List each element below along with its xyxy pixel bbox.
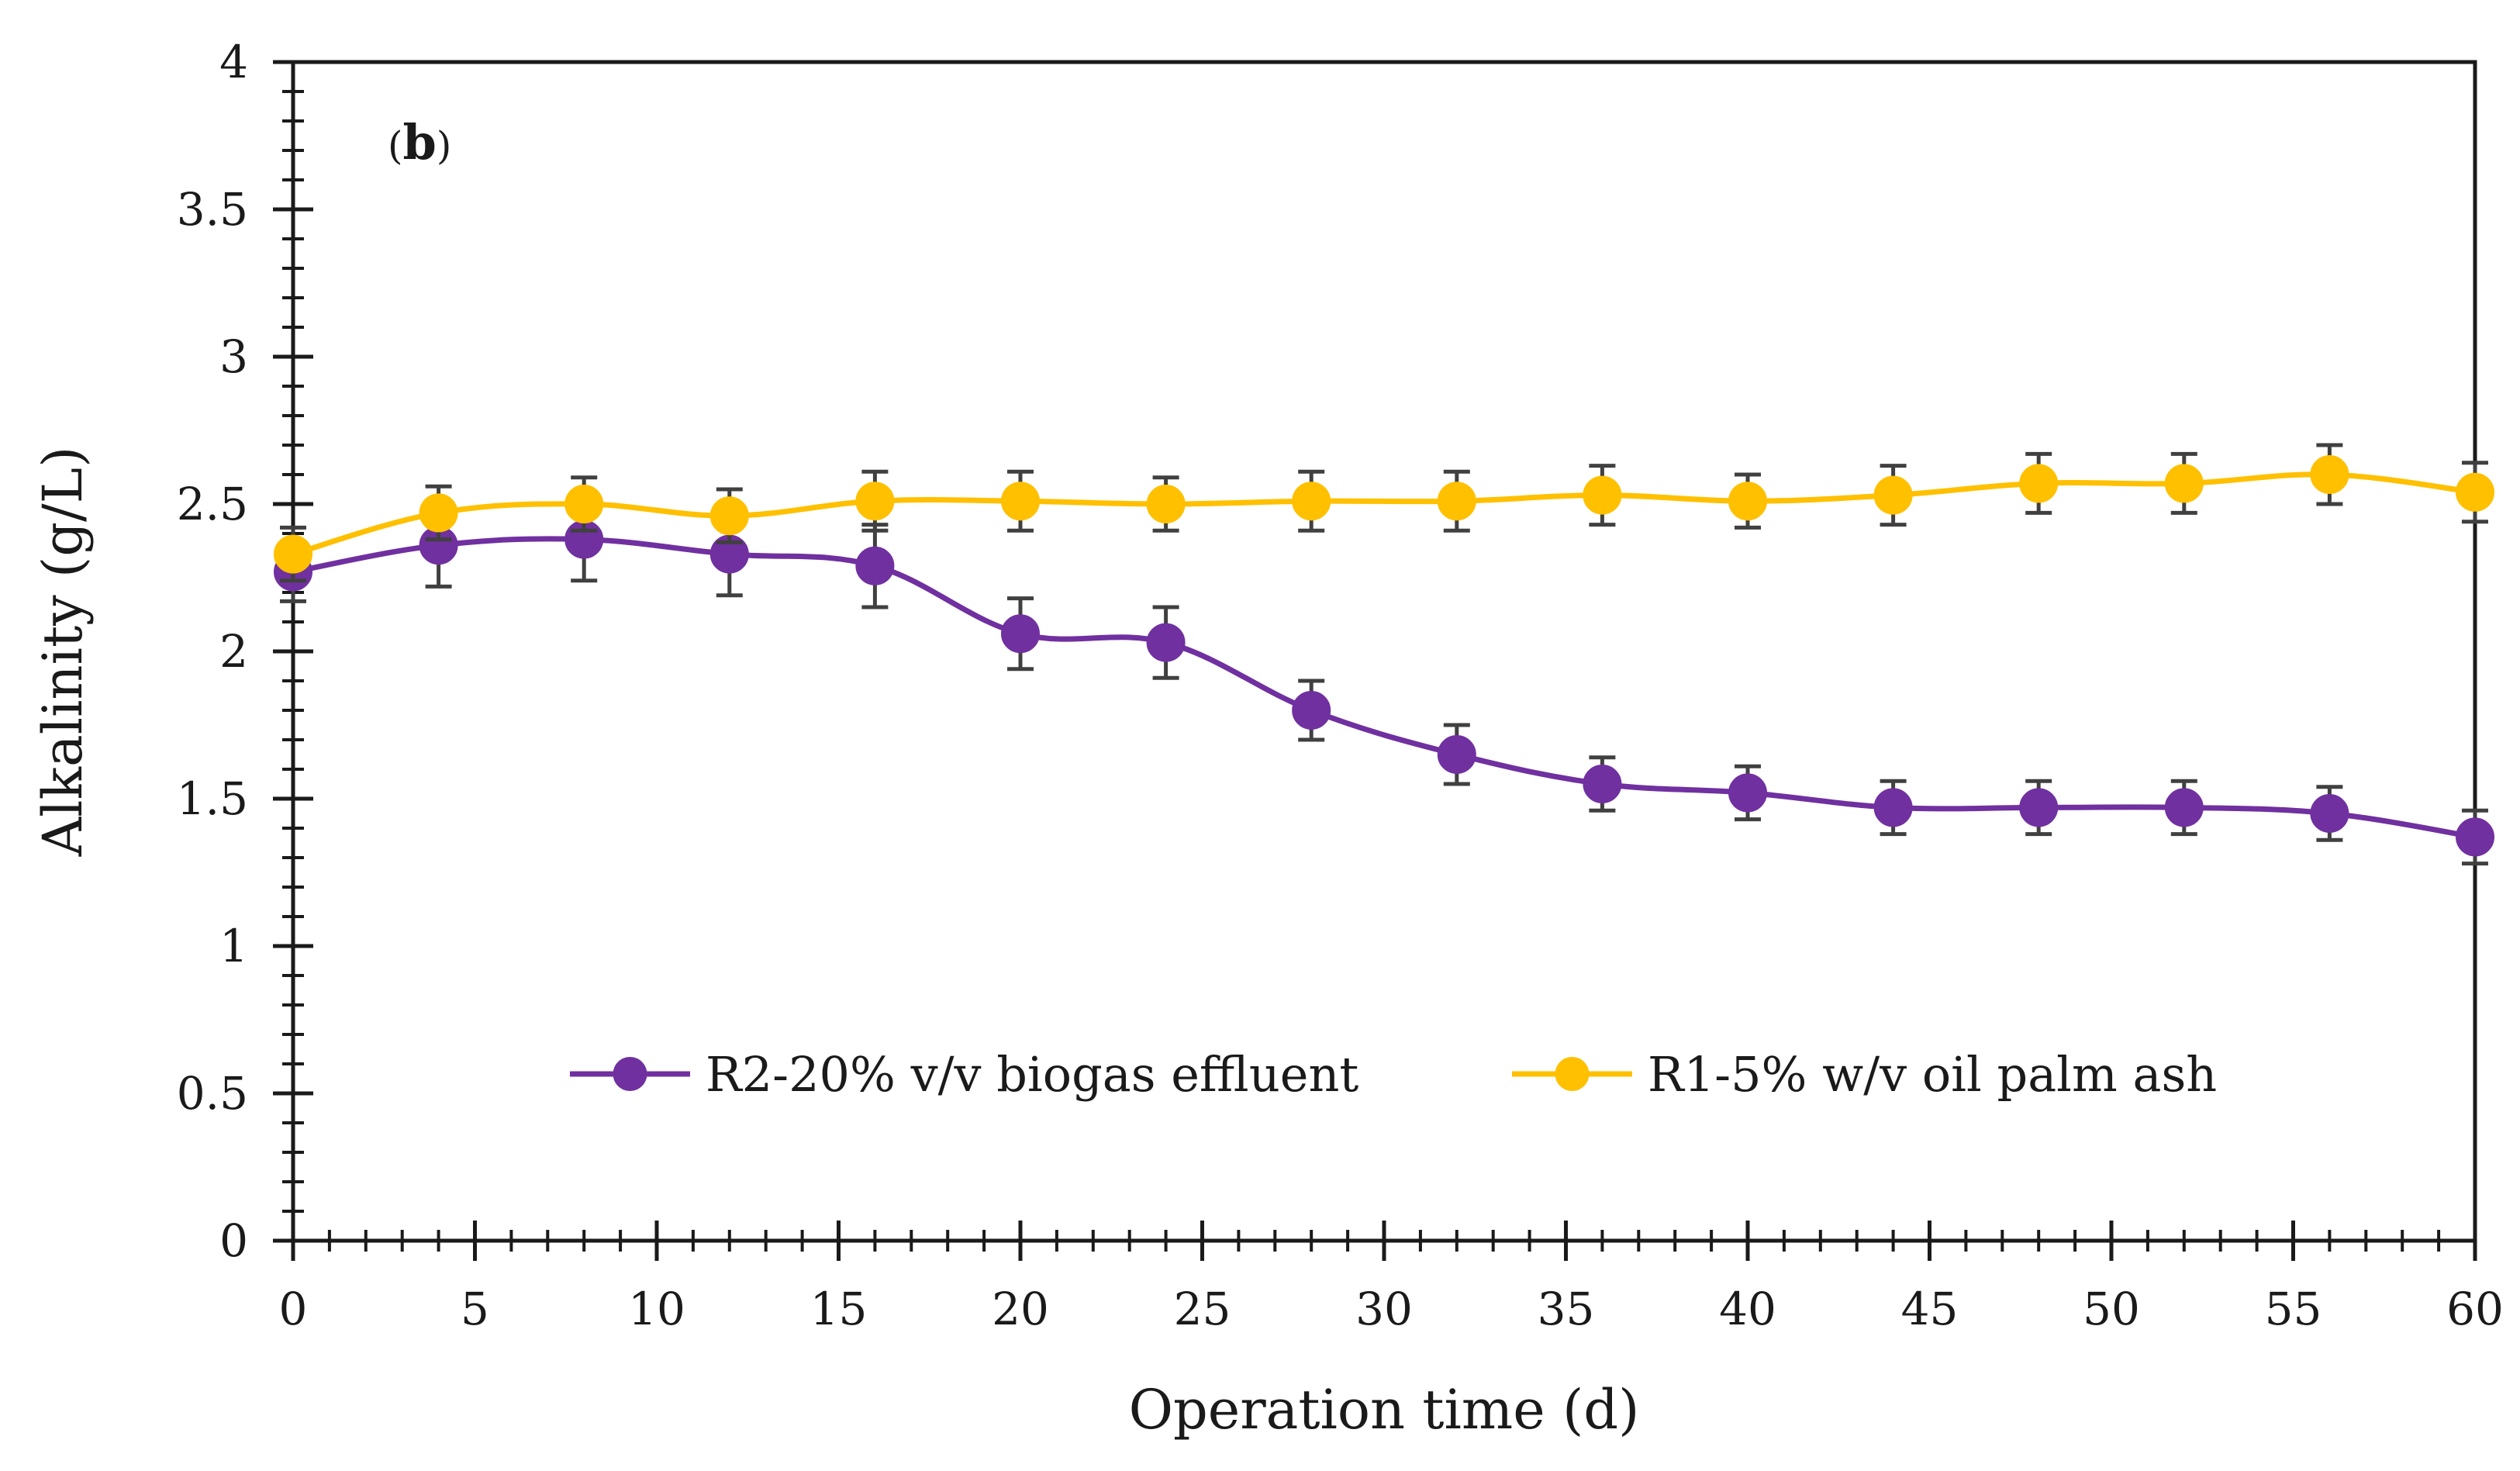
y-axis-title: Alkalinity (g/L) <box>31 447 95 858</box>
x-tick-label: 60 <box>2446 1283 2504 1335</box>
legend-entry-r2: R2-20% v/v biogas effluent <box>570 1046 1358 1103</box>
legend-entry-r1: R1-5% w/v oil palm ash <box>1512 1046 2217 1103</box>
x-tick-label: 20 <box>992 1283 1049 1335</box>
data-point <box>2456 472 2494 512</box>
x-tick-label: 25 <box>1174 1283 1231 1335</box>
data-point <box>709 496 749 536</box>
data-point <box>2019 464 2059 503</box>
y-tick-label: 3.5 <box>177 183 248 236</box>
legend-marker-r1 <box>1555 1057 1590 1091</box>
y-tick-label: 1.5 <box>177 772 248 825</box>
data-point <box>1437 735 1476 774</box>
x-axis-title: Operation time (d) <box>1129 1378 1640 1442</box>
data-point <box>855 546 895 585</box>
series-r1 <box>274 443 2494 583</box>
data-point <box>2019 788 2059 827</box>
data-point <box>1292 691 1331 730</box>
x-tick-label: 45 <box>1901 1283 1959 1335</box>
series-line <box>292 471 2476 557</box>
y-tick-label: 1 <box>219 920 248 972</box>
y-tick-label: 2.5 <box>177 478 248 530</box>
data-point <box>274 534 312 574</box>
data-point <box>2310 455 2349 494</box>
data-point <box>1001 614 1040 654</box>
data-point <box>564 485 604 523</box>
data-point <box>855 482 895 521</box>
data-point <box>1001 482 1040 521</box>
legend-label-r1: R1-5% w/v oil palm ash <box>1648 1046 2217 1103</box>
x-tick-label: 40 <box>1719 1283 1776 1335</box>
data-point <box>2310 794 2349 833</box>
data-point <box>2164 788 2204 827</box>
y-tick-label: 2 <box>219 625 248 678</box>
x-tick-label: 0 <box>279 1283 308 1335</box>
data-point <box>1292 482 1331 521</box>
x-tick-label: 50 <box>2083 1283 2140 1335</box>
y-tick-labels: 0 0.5 1 1.5 2 2.5 3 3.5 4 <box>177 36 248 1267</box>
data-point <box>1728 482 1767 521</box>
legend-marker-r2 <box>613 1057 647 1091</box>
x-tick-labels: 0 5 10 15 20 25 30 35 40 45 50 55 60 <box>279 1283 2504 1335</box>
y-tick-label: 4 <box>219 36 248 88</box>
axis-ticks <box>273 60 2477 1261</box>
y-tick-label: 0.5 <box>177 1067 248 1120</box>
x-tick-label: 55 <box>2265 1283 2322 1335</box>
data-point <box>1583 765 1622 803</box>
x-tick-label: 35 <box>1538 1283 1595 1335</box>
x-tick-label: 5 <box>461 1283 489 1335</box>
data-point <box>2456 817 2494 857</box>
data-point <box>1146 485 1186 523</box>
x-tick-label: 30 <box>1355 1283 1413 1335</box>
data-point <box>1583 475 1622 515</box>
y-tick-label: 3 <box>219 330 248 383</box>
legend-label-r2: R2-20% v/v biogas effluent <box>706 1046 1358 1103</box>
data-point <box>1873 475 1913 515</box>
panel-label-letter: b <box>403 114 437 171</box>
data-point <box>1873 788 1913 827</box>
x-tick-label: 15 <box>810 1283 868 1335</box>
series-line <box>292 536 2476 840</box>
panel-label: (b) <box>388 114 451 171</box>
y-tick-label: 0 <box>219 1214 248 1267</box>
data-point <box>1728 773 1767 813</box>
data-point <box>1437 482 1476 521</box>
series-layer <box>274 443 2494 866</box>
data-point <box>1146 623 1186 662</box>
legend: R2-20% v/v biogas effluent R1-5% w/v oil… <box>570 1046 2217 1103</box>
data-point <box>419 493 458 533</box>
data-point <box>2164 464 2204 503</box>
x-tick-label: 10 <box>628 1283 685 1335</box>
